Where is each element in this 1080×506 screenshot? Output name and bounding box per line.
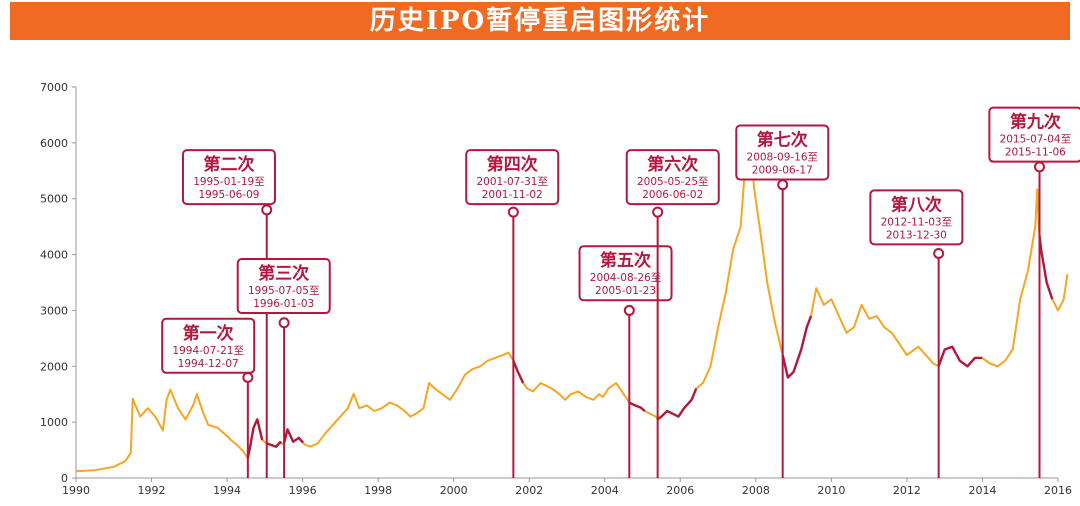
suspension-name: 第二次: [203, 154, 254, 175]
x-tick-label: 2014: [968, 484, 996, 497]
y-tick-label: 3000: [40, 304, 68, 317]
suspension-label-box: [735, 124, 830, 181]
x-tick-label: 2000: [440, 484, 468, 497]
x-tick-label: 1990: [62, 484, 90, 497]
x-tick-label: 1996: [289, 484, 317, 497]
suspension-name: 第五次: [600, 250, 651, 271]
suspension-start-date: 1994-07-21至: [172, 345, 244, 357]
suspension-label-box: [869, 189, 964, 246]
y-tick-label: 5000: [40, 193, 68, 206]
page-title: 历史IPO暂停重启图形统计: [10, 2, 1070, 40]
suspension-label-box: [988, 106, 1080, 163]
suspension-start-date: 2005-05-25至: [637, 176, 709, 188]
suspension-name: 第六次: [647, 154, 698, 175]
suspension-name: 第九次: [1010, 112, 1061, 133]
suspension-segment: [781, 315, 813, 379]
pin-head: [652, 206, 664, 218]
pin-head: [242, 371, 254, 383]
x-tick-label: 2004: [591, 484, 619, 497]
suspension-end-date: 2009-06-17: [752, 165, 813, 177]
x-tick-label: 2006: [666, 484, 694, 497]
suspension-start-date: 2008-09-16至: [747, 152, 819, 164]
pin-head: [777, 179, 789, 191]
y-tick-label: 7000: [40, 81, 68, 94]
suspension-name: 第四次: [487, 154, 538, 175]
suspension-end-date: 1996-01-03: [253, 298, 314, 310]
suspension-end-date: 1995-06-09: [198, 189, 259, 201]
suspension-end-date: 1994-12-07: [178, 358, 239, 370]
x-tick-label: 1994: [213, 484, 241, 497]
x-tick-label: 2002: [515, 484, 543, 497]
suspension-segment: [937, 345, 983, 368]
y-tick-label: 2000: [40, 360, 68, 373]
y-tick-label: 0: [61, 472, 68, 485]
suspension-segment: [628, 401, 646, 412]
pin-head: [507, 206, 519, 218]
suspension-label-box: [181, 149, 276, 206]
pin-head: [933, 247, 945, 259]
y-tick-label: 4000: [40, 249, 68, 262]
suspension-start-date: 2001-07-31至: [476, 176, 548, 188]
suspension-start-date: 2004-08-26至: [590, 272, 662, 284]
suspension-end-date: 2005-01-23: [595, 285, 656, 297]
suspension-segment: [512, 360, 525, 384]
suspension-name: 第一次: [183, 323, 234, 344]
x-tick-label: 2012: [893, 484, 921, 497]
pin-head: [623, 304, 635, 316]
x-tick-label: 2008: [742, 484, 770, 497]
suspension-segment: [266, 441, 283, 448]
y-tick-label: 6000: [40, 137, 68, 150]
suspension-end-date: 2001-11-02: [482, 189, 543, 201]
x-tick-label: 2010: [817, 484, 845, 497]
suspension-start-date: 2015-07-04至: [1000, 134, 1072, 146]
suspension-label-box: [236, 258, 331, 315]
suspension-end-date: 2006-06-02: [642, 189, 703, 201]
suspension-segment: [1038, 235, 1054, 300]
x-tick-label: 2016: [1044, 484, 1072, 497]
suspension-end-date: 2015-11-06: [1005, 147, 1066, 159]
y-tick-label: 1000: [40, 416, 68, 429]
suspension-segment: [246, 418, 264, 459]
suspension-name: 第三次: [258, 263, 309, 284]
suspension-name: 第七次: [757, 130, 808, 151]
suspension-label-box: [578, 245, 673, 302]
suspension-start-date: 2012-11-03至: [881, 216, 953, 228]
pin-head: [261, 204, 273, 216]
suspension-segment: [282, 428, 304, 444]
pin-head: [1033, 161, 1045, 173]
x-tick-label: 1992: [138, 484, 166, 497]
suspension-start-date: 1995-07-05至: [248, 285, 320, 297]
suspension-start-date: 1995-01-19至: [193, 176, 265, 188]
suspension-label-box: [161, 317, 256, 374]
suspension-name: 第八次: [891, 194, 942, 215]
suspension-segment: [656, 388, 698, 421]
suspension-end-date: 2013-12-30: [886, 229, 947, 241]
x-tick-label: 1998: [364, 484, 392, 497]
suspension-label-box: [625, 149, 720, 206]
suspension-label-box: [465, 149, 560, 206]
pin-head: [278, 317, 290, 329]
